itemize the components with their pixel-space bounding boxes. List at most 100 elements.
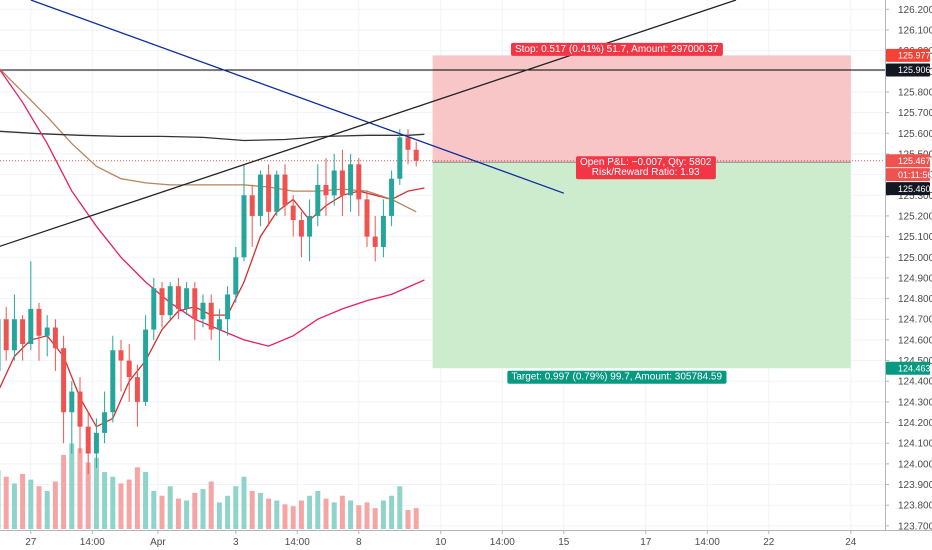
candle-body bbox=[36, 308, 42, 336]
volume-bar bbox=[44, 491, 50, 529]
candle[interactable] bbox=[257, 170, 263, 227]
candle[interactable] bbox=[52, 319, 58, 371]
price-tag-label: 125.460 bbox=[898, 184, 931, 194]
price-tick-label: 123.700 bbox=[898, 521, 932, 532]
price-tick-label: 126.200 bbox=[898, 5, 932, 16]
stop-label: Stop: 0.517 (0.41%) 51.7, Amount: 297000… bbox=[510, 42, 723, 56]
time-tick-label: 14:00 bbox=[490, 537, 515, 548]
plot-area[interactable] bbox=[0, 0, 885, 530]
candle[interactable] bbox=[413, 141, 419, 167]
volume-bar bbox=[249, 491, 255, 529]
price-tick-label: 126.100 bbox=[898, 25, 932, 36]
candle-body bbox=[192, 288, 198, 320]
candle[interactable] bbox=[282, 164, 288, 216]
price-tag-bg bbox=[886, 154, 930, 168]
candle[interactable] bbox=[3, 306, 9, 361]
candle[interactable] bbox=[118, 339, 124, 392]
candle[interactable] bbox=[290, 195, 296, 237]
candle[interactable] bbox=[192, 282, 198, 340]
volume-bar bbox=[118, 483, 124, 529]
candle[interactable] bbox=[167, 282, 173, 320]
candle-body bbox=[93, 432, 99, 454]
price-tick-label: 124.800 bbox=[898, 294, 932, 305]
price-tick-label: 124.200 bbox=[898, 418, 932, 429]
candle[interactable] bbox=[175, 277, 181, 320]
candle[interactable] bbox=[134, 364, 140, 427]
price-tag-bg bbox=[886, 63, 930, 77]
candle[interactable] bbox=[339, 149, 345, 216]
candle[interactable] bbox=[200, 294, 206, 328]
candle[interactable] bbox=[36, 302, 42, 361]
candle[interactable] bbox=[372, 215, 378, 262]
candle[interactable] bbox=[61, 335, 67, 444]
candle[interactable] bbox=[323, 158, 329, 216]
candle[interactable] bbox=[126, 344, 132, 402]
candle[interactable] bbox=[85, 412, 91, 475]
candle[interactable] bbox=[315, 164, 321, 227]
volume-bar bbox=[77, 448, 83, 529]
candle[interactable] bbox=[233, 246, 239, 303]
candle[interactable] bbox=[44, 315, 50, 357]
candle[interactable] bbox=[249, 184, 255, 247]
candle-body bbox=[389, 178, 395, 216]
candle[interactable] bbox=[331, 153, 337, 206]
price-axis[interactable]: 126.200126.100126.000125.900125.800125.7… bbox=[885, 5, 932, 533]
candle[interactable] bbox=[11, 294, 17, 361]
candle[interactable] bbox=[28, 261, 34, 351]
candle[interactable] bbox=[93, 418, 99, 469]
time-axis[interactable]: 27 14:00 Apr 3 14:00 8 10 14:00 15 17 14:00 22 24 bbox=[25, 530, 857, 548]
candle[interactable] bbox=[225, 286, 231, 336]
stop-zone bbox=[432, 55, 851, 163]
price-tick-label: 124.000 bbox=[898, 459, 932, 470]
volume-bar bbox=[85, 462, 91, 529]
candle[interactable] bbox=[216, 308, 222, 361]
candle[interactable] bbox=[266, 164, 272, 227]
candle[interactable] bbox=[102, 391, 108, 444]
volume-bar bbox=[405, 510, 411, 529]
candle-body bbox=[200, 302, 206, 320]
candle[interactable] bbox=[0, 315, 1, 385]
candle[interactable] bbox=[364, 191, 370, 247]
time-tick-label: 10 bbox=[435, 537, 447, 548]
volume-bar bbox=[0, 470, 1, 529]
candle[interactable] bbox=[307, 199, 313, 262]
trend-line[interactable] bbox=[0, 0, 737, 247]
candle[interactable] bbox=[397, 129, 403, 185]
candle[interactable] bbox=[77, 377, 83, 454]
volume-bar bbox=[36, 486, 42, 529]
candle[interactable] bbox=[143, 315, 149, 407]
candle[interactable] bbox=[356, 158, 362, 216]
candle-body bbox=[266, 174, 272, 212]
volume-bar bbox=[372, 508, 378, 529]
candle[interactable] bbox=[241, 164, 247, 262]
candle-body bbox=[118, 350, 124, 361]
price-tick-label: 125.200 bbox=[898, 211, 932, 222]
candle[interactable] bbox=[184, 282, 190, 316]
candle[interactable] bbox=[20, 315, 26, 361]
price-tick-label: 123.800 bbox=[898, 501, 932, 512]
price-tick-label: 124.500 bbox=[898, 356, 932, 367]
trend-line[interactable] bbox=[30, 0, 565, 194]
price-tag: 01:11:56 bbox=[886, 168, 932, 182]
candle[interactable] bbox=[69, 381, 75, 454]
candle[interactable] bbox=[159, 282, 165, 328]
candle[interactable] bbox=[110, 335, 116, 423]
candle-body bbox=[413, 149, 419, 161]
candle[interactable] bbox=[274, 170, 280, 216]
candle[interactable] bbox=[348, 153, 354, 212]
candle[interactable] bbox=[380, 199, 386, 258]
candle[interactable] bbox=[389, 170, 395, 227]
candle-body bbox=[290, 205, 296, 221]
price-tick-label: 125.000 bbox=[898, 253, 932, 264]
volume-bar bbox=[364, 502, 370, 529]
candle[interactable] bbox=[151, 277, 157, 340]
candle[interactable] bbox=[298, 211, 304, 258]
candle-body bbox=[274, 174, 280, 212]
candle-body bbox=[126, 360, 132, 378]
candle-body bbox=[110, 350, 116, 413]
candle[interactable] bbox=[405, 129, 411, 165]
volume-bar bbox=[167, 486, 173, 529]
candle[interactable] bbox=[208, 294, 214, 340]
